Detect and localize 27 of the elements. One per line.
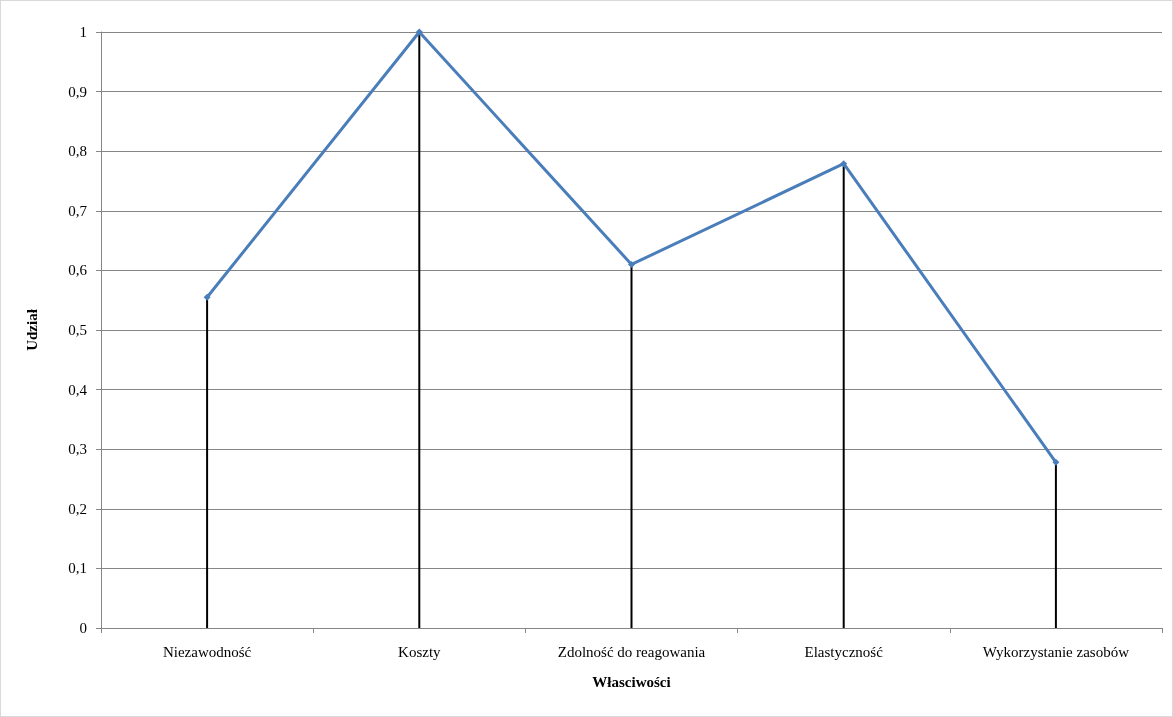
x-tick-label: Niezawodność xyxy=(162,643,252,660)
y-tick-label: 0,1 xyxy=(68,560,87,577)
y-tick-label: 0,4 xyxy=(68,381,88,398)
x-tick-label: Elastyczność xyxy=(804,643,884,660)
point xyxy=(840,160,848,168)
y-tick-label: 0,7 xyxy=(68,202,88,219)
x-tick-label: Wykorzystanie zasobów xyxy=(982,643,1130,660)
y-axis-title: Udział xyxy=(23,308,40,351)
y-tick-label: 0,9 xyxy=(68,83,87,100)
x-axis-title: Własciwości xyxy=(592,673,671,690)
x-tick-label: Koszty xyxy=(398,643,442,660)
point xyxy=(628,260,635,268)
y-tick-label: 1 xyxy=(79,24,87,40)
y-tick-label: 0,6 xyxy=(68,262,88,279)
y-tick-label: 0 xyxy=(79,620,87,636)
point xyxy=(1052,458,1060,466)
y-tick-label: 0,5 xyxy=(68,322,87,338)
bar xyxy=(206,297,209,628)
y-tick-label: 0,2 xyxy=(68,500,87,517)
y-tick-label: 0,3 xyxy=(68,441,87,458)
point xyxy=(203,293,211,301)
bar xyxy=(1054,462,1057,628)
point xyxy=(415,28,423,36)
y-tick-label: 0,8 xyxy=(68,143,87,160)
bar xyxy=(418,32,421,628)
x-tick-label: Zdolność do reagowania xyxy=(557,643,706,660)
bar xyxy=(630,264,633,628)
